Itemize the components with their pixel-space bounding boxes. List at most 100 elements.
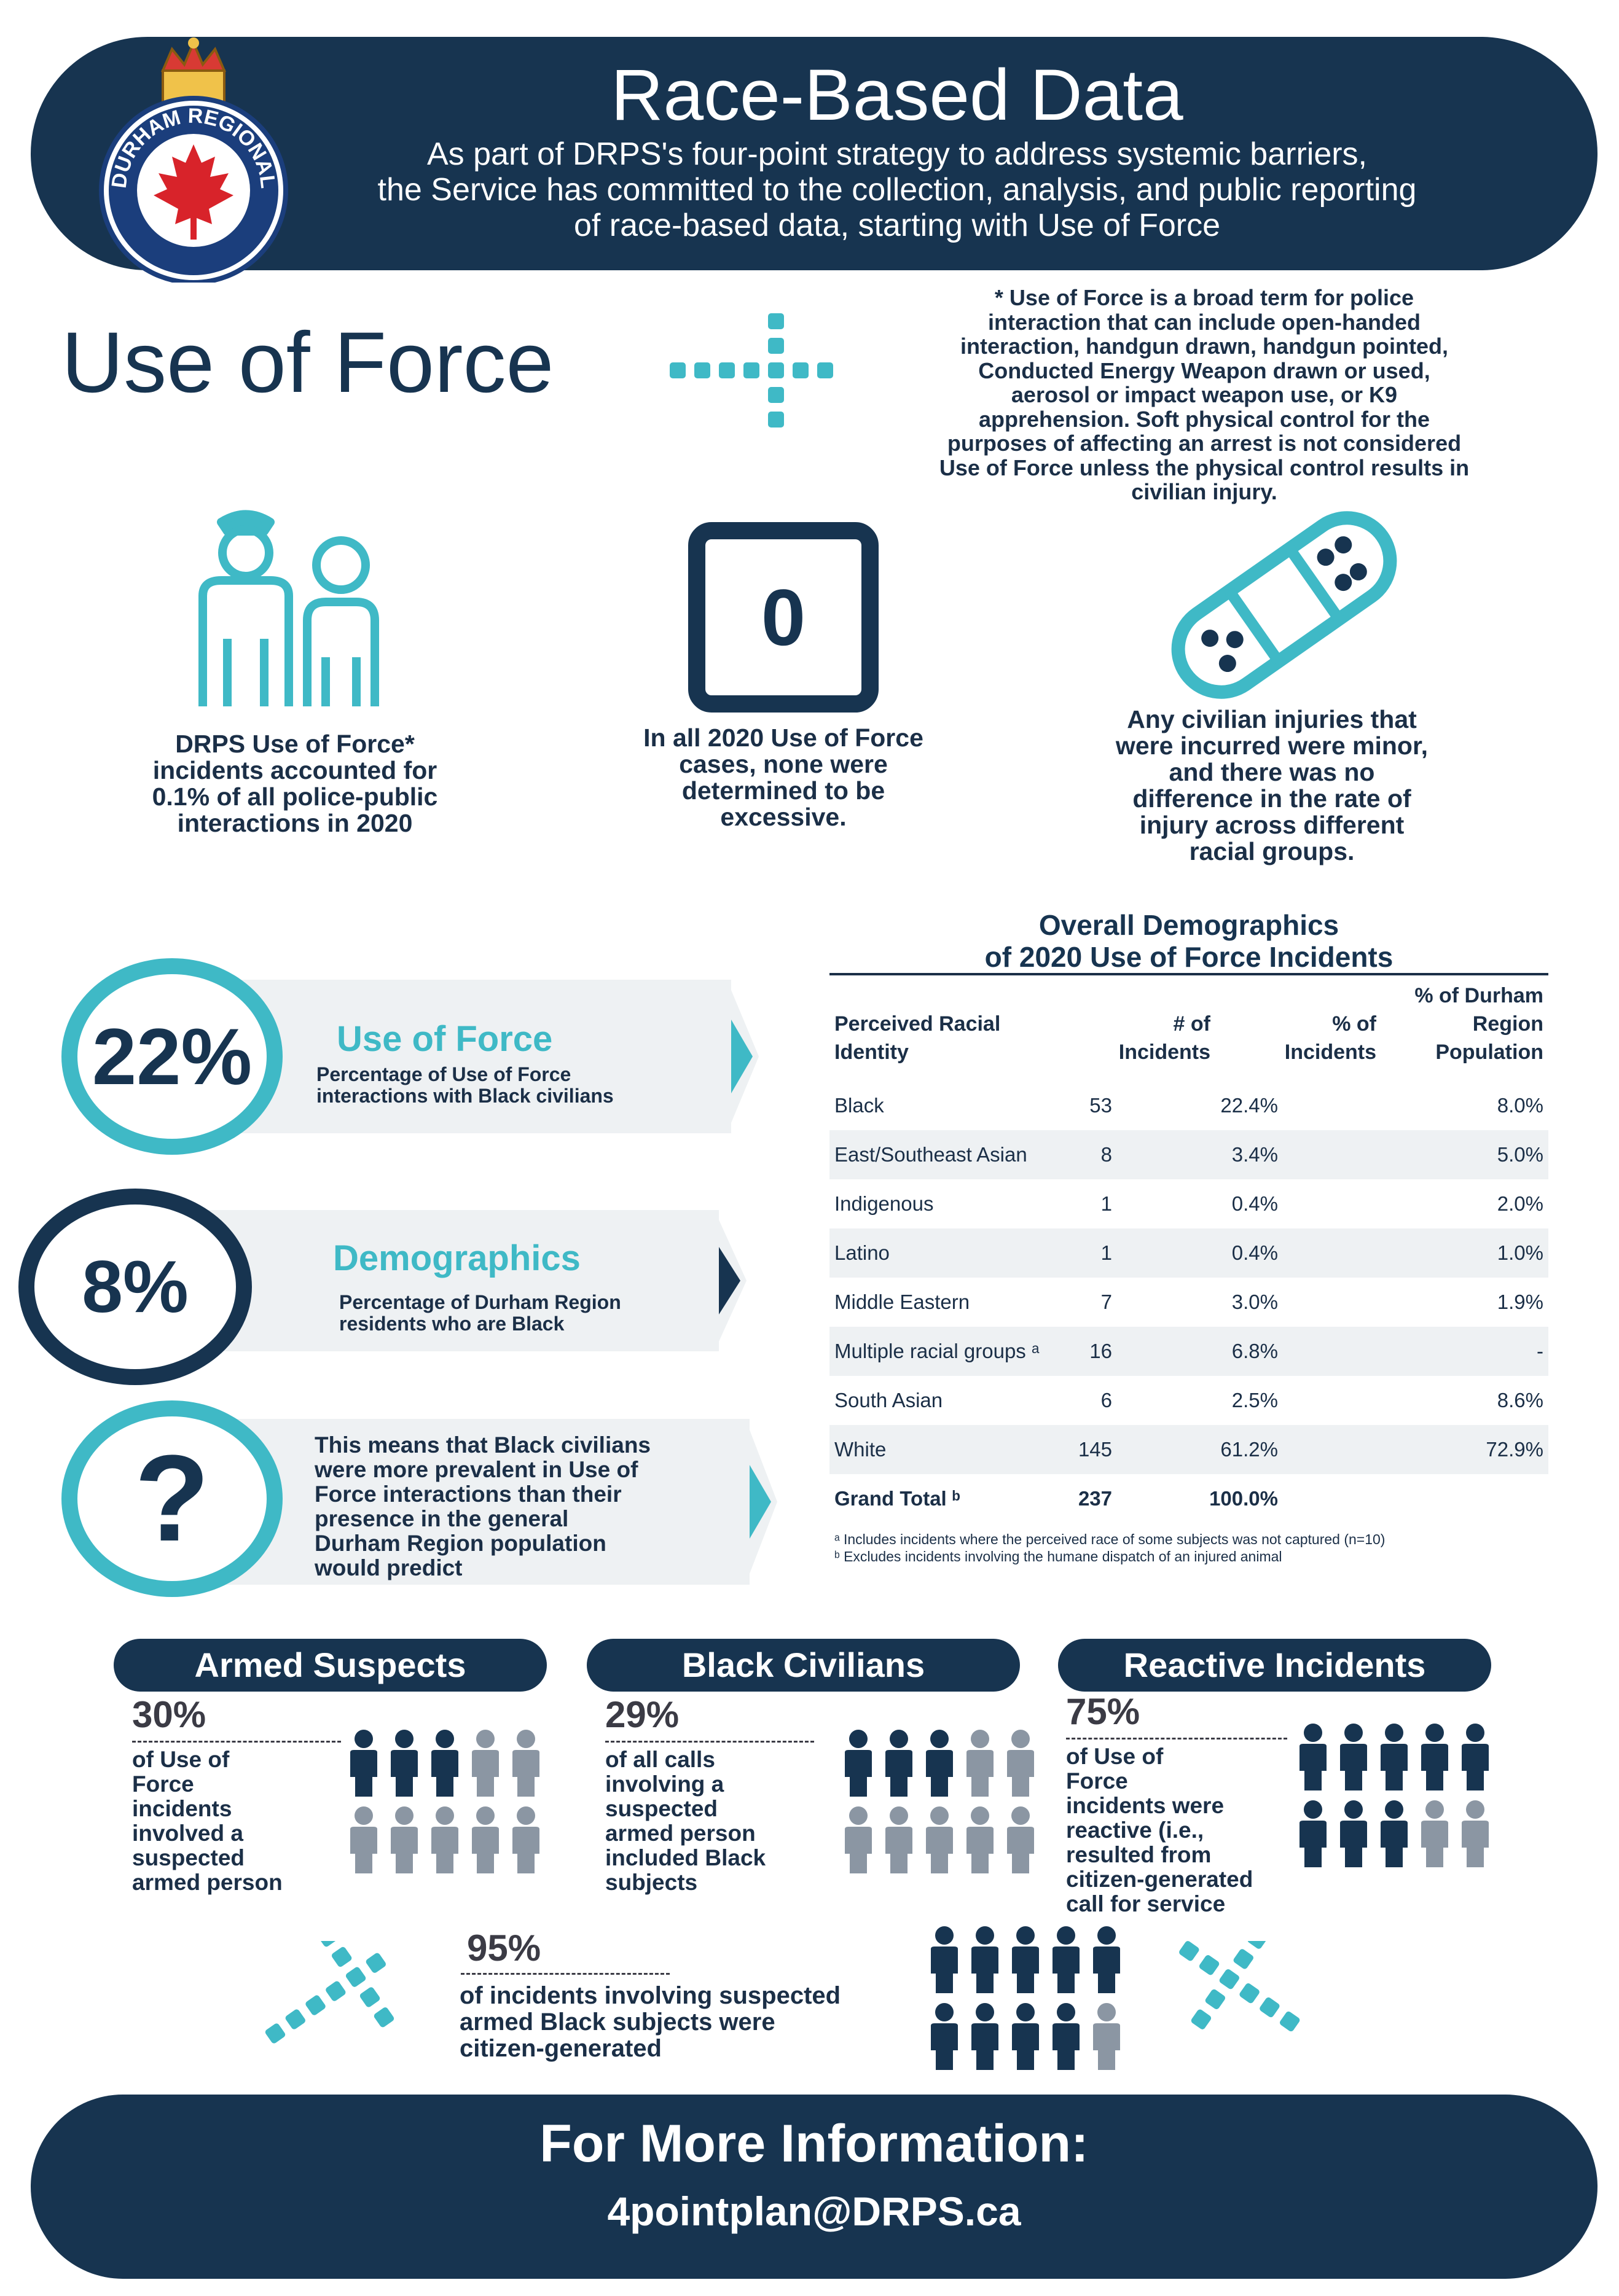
person-icon — [350, 1730, 377, 1797]
note-line: * Use of Force is a broad term for polic… — [994, 285, 1414, 310]
person-icon — [845, 1730, 872, 1797]
text-line: armed person — [132, 1870, 283, 1895]
stat-line: Any civilian injuries that — [1127, 705, 1417, 733]
cell: 72.9% — [1486, 1438, 1543, 1461]
text-line: call for service — [1066, 1891, 1226, 1916]
cell: 0.4% — [1231, 1192, 1278, 1215]
note-line: Use of Force unless the physical control… — [939, 455, 1470, 480]
header-pct-incidents: % of Incidents — [1210, 1010, 1376, 1066]
cell: 53 — [1089, 1094, 1112, 1117]
person-icon — [1381, 1800, 1408, 1867]
text-line: citizen-generated — [1066, 1867, 1253, 1892]
text-armed: of Use of Force incidents involved a sus… — [132, 1747, 283, 1895]
note-line: apprehension. Soft physical control for … — [978, 406, 1430, 432]
page-title: Race-Based Data — [611, 55, 1183, 136]
person-icon — [1012, 1926, 1039, 1993]
person-icon — [1421, 1800, 1448, 1867]
person-icon — [350, 1806, 377, 1873]
zero-value: 0 — [761, 572, 806, 662]
question-mark: ? — [134, 1430, 210, 1567]
dots-cross-right-icon — [1179, 1941, 1300, 2032]
band-demographics — [160, 1210, 719, 1351]
arrow-right-icon — [728, 983, 759, 1130]
person-icon — [1462, 1800, 1489, 1867]
text-line: suspected — [132, 1845, 245, 1870]
person-icon — [1300, 1800, 1327, 1867]
divider — [605, 1741, 814, 1743]
desc-line: interactions with Black civilians — [316, 1085, 614, 1107]
divider — [1066, 1738, 1287, 1740]
section-title: Use of Force — [61, 314, 554, 410]
police-logo: DURHAM REGIONAL POLICE — [92, 37, 295, 285]
note-line: interaction that can include open-handed — [987, 309, 1421, 335]
cell: 6 — [1100, 1389, 1112, 1412]
person-icon — [472, 1730, 499, 1797]
cell: 1 — [1100, 1241, 1112, 1264]
text-line: Force — [132, 1771, 194, 1797]
person-icon — [431, 1730, 458, 1797]
cell: 2.0% — [1497, 1192, 1543, 1215]
cell: 3.0% — [1231, 1291, 1278, 1313]
title-line: Overall Demographics — [1038, 909, 1339, 941]
desc-line: residents who are Black — [339, 1313, 565, 1335]
value-22-percent: 22% — [92, 1012, 253, 1101]
note-line: aerosol or impact weapon use, or K9 — [1011, 382, 1398, 407]
contact-email-link[interactable]: 4pointplan@DRPS.ca — [607, 2189, 1021, 2234]
text-line: included Black — [605, 1845, 766, 1870]
text-line: incidents — [132, 1796, 232, 1821]
table-row: East/Southeast Asian 8 3.4% 5.0% — [829, 1130, 1548, 1179]
header-line: # of — [1173, 1012, 1210, 1036]
table-row: White 145 61.2% 72.9% — [829, 1425, 1548, 1474]
stat-line: interactions in 2020 — [177, 809, 413, 837]
stat-line: determined to be — [681, 776, 885, 805]
title-line: of 2020 Use of Force Incidents — [984, 941, 1394, 973]
cell: 1.0% — [1497, 1241, 1543, 1264]
bandage-icon — [1171, 511, 1397, 699]
desc-line: Durham Region population — [315, 1531, 606, 1556]
cell: Indigenous — [834, 1192, 934, 1215]
pct-black: 29% — [605, 1694, 680, 1735]
table-rule — [829, 973, 1548, 975]
person-icon — [1093, 2003, 1120, 2070]
value-8-percent: 8% — [82, 1246, 189, 1328]
person-icon — [885, 1730, 912, 1797]
person-icon — [966, 1730, 994, 1797]
subtitle-line: As part of DRPS's four-point strategy to… — [426, 136, 1368, 172]
zero-counter-icon — [688, 522, 879, 713]
table-row: Indigenous 1 0.4% 2.0% — [829, 1179, 1548, 1228]
desc-line: Force interactions than their — [315, 1482, 622, 1507]
use-of-force-definition: * Use of Force is a broad term for polic… — [872, 286, 1536, 504]
subtitle-line: the Service has committed to the collect… — [377, 172, 1417, 208]
text-line: of Use of — [1066, 1744, 1164, 1769]
cell: 3.4% — [1231, 1143, 1278, 1166]
note-line: Conducted Energy Weapon drawn or used, — [978, 357, 1430, 383]
stat-line: DRPS Use of Force* — [175, 730, 415, 758]
panel-title-reactive-incidents: Reactive Incidents — [1058, 1639, 1491, 1692]
text-line: citizen-generated — [460, 2035, 662, 2062]
text-line: involving a — [605, 1771, 724, 1797]
stat-line: and there was no — [1169, 758, 1375, 786]
officer-and-civilian-icon — [198, 510, 379, 706]
person-icon — [391, 1730, 418, 1797]
footer-title: For More Information: — [539, 2114, 1089, 2173]
header-line: Incidents — [1284, 1041, 1376, 1064]
person-icon — [931, 1926, 958, 1993]
table-row: Black 53 22.4% 8.0% — [829, 1081, 1548, 1130]
table-row: South Asian 6 2.5% 8.6% — [829, 1376, 1548, 1425]
cell: 6.8% — [1231, 1340, 1278, 1362]
pct-citizen: 95% — [467, 1927, 541, 1969]
text-line: armed Black subjects were — [460, 2009, 775, 2036]
band-desc-demographics: Percentage of Durham Region residents wh… — [339, 1292, 621, 1335]
cell: 2.5% — [1231, 1389, 1278, 1412]
person-icon — [885, 1806, 912, 1873]
table-row: Multiple racial groups ᵃ 16 6.8% - — [829, 1327, 1548, 1376]
text-line: armed person — [605, 1821, 756, 1846]
person-icon — [926, 1730, 953, 1797]
text-line: suspected — [605, 1796, 718, 1821]
stat-line: In all 2020 Use of Force — [643, 724, 923, 752]
subtitle-line: of race-based data, starting with Use of… — [573, 208, 1221, 243]
people-icons-black — [845, 1730, 1034, 1873]
person-icon — [1053, 1926, 1080, 1993]
header-banner — [31, 37, 1597, 270]
cell: 100.0% — [1209, 1487, 1278, 1510]
